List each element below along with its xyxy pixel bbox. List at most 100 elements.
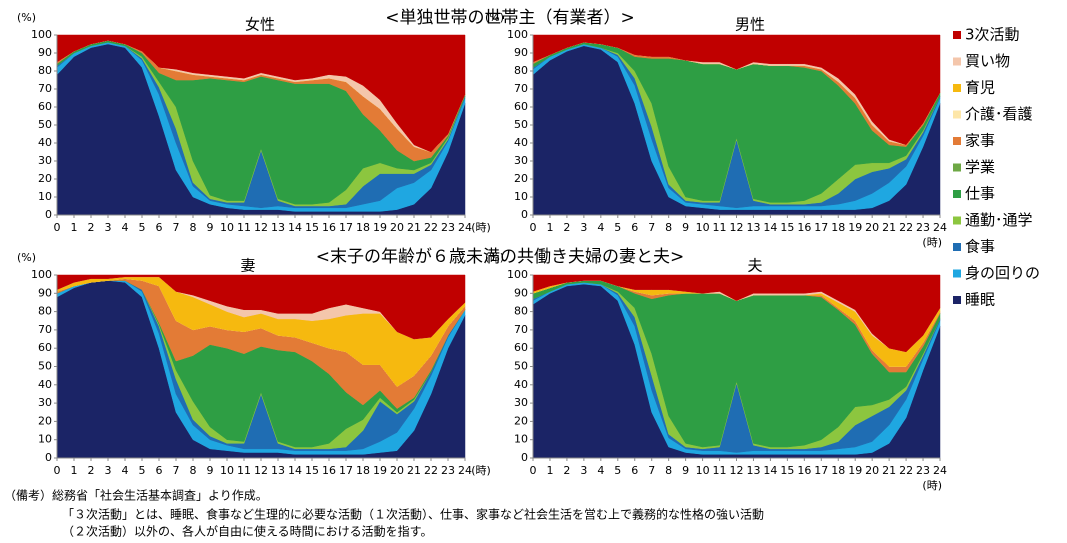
y-tick-label: 70 — [514, 82, 528, 95]
x-tick-label: 11 — [713, 464, 727, 477]
x-tick-label: 5 — [614, 221, 621, 234]
y-tick-label: 0 — [521, 208, 528, 221]
x-tick-label: 21 — [882, 464, 896, 477]
note: （２次活動）以外の、各人が自由に使える時間における活動を指す。 — [62, 524, 432, 539]
y-axis-label: (%) — [485, 11, 504, 24]
x-tick-label: 20 — [865, 221, 879, 234]
x-tick-label: 10 — [220, 464, 234, 477]
x-tick-label: 19 — [373, 221, 387, 234]
x-tick-label: 8 — [190, 464, 197, 477]
x-tick-label: 21 — [407, 464, 421, 477]
x-tick-label: 9 — [207, 464, 214, 477]
x-tick-label: 10 — [696, 464, 710, 477]
legend-label: 身の回りの — [965, 264, 1040, 282]
x-tick-label: 23 — [441, 221, 455, 234]
x-tick-label: 6 — [156, 464, 163, 477]
x-tick-label: 4 — [122, 221, 129, 234]
x-tick-label: 3 — [105, 221, 112, 234]
x-tick-label: 3 — [105, 464, 112, 477]
x-tick-label: 15 — [305, 464, 319, 477]
x-tick-label: 11 — [237, 221, 251, 234]
legend-label: 3次活動 — [965, 26, 1020, 44]
y-tick-label: 90 — [514, 46, 528, 59]
x-tick-label: 19 — [373, 464, 387, 477]
y-tick-label: 40 — [38, 378, 52, 391]
x-tick-label: 24 — [458, 464, 472, 477]
y-tick-label: 10 — [514, 433, 528, 446]
x-tick-label: 5 — [139, 221, 146, 234]
legend-label: 食事 — [965, 238, 995, 256]
y-axis-label: (%) — [485, 251, 504, 264]
y-tick-label: 20 — [514, 414, 528, 427]
x-tick-label: 10 — [220, 221, 234, 234]
legend-label: 学業 — [965, 158, 995, 176]
y-axis-label: (%) — [17, 11, 36, 24]
area — [56, 274, 466, 340]
y-tick-label: 30 — [38, 154, 52, 167]
x-tick-label: 24 — [933, 221, 947, 234]
x-tick-label: 19 — [848, 221, 862, 234]
y-tick-label: 20 — [514, 172, 528, 185]
legend-swatch — [953, 296, 961, 304]
x-tick-label: 18 — [831, 221, 845, 234]
x-tick-label: 8 — [665, 464, 672, 477]
x-tick-label: 22 — [424, 221, 438, 234]
y-axis-label: (%) — [17, 251, 36, 264]
y-tick-label: 10 — [38, 433, 52, 446]
legend-swatch — [953, 269, 961, 278]
x-tick-label: 20 — [390, 221, 404, 234]
y-tick-label: 20 — [38, 414, 52, 427]
legend-swatch — [953, 31, 961, 39]
x-tick-label: 5 — [614, 464, 621, 477]
y-tick-label: 30 — [514, 154, 528, 167]
x-axis-label: (時) — [922, 479, 942, 492]
x-tick-label: 6 — [631, 221, 638, 234]
chart-title: 妻 — [240, 257, 255, 275]
legend-swatch — [953, 137, 961, 145]
y-tick-label: 100 — [31, 268, 52, 281]
x-tick-label: 0 — [530, 464, 537, 477]
x-tick-label: 14 — [763, 464, 777, 477]
y-tick-label: 100 — [31, 28, 52, 41]
x-tick-label: 18 — [356, 221, 370, 234]
x-tick-label: 0 — [530, 221, 537, 234]
legend-swatch — [953, 243, 961, 251]
x-tick-label: 15 — [305, 221, 319, 234]
x-tick-label: 15 — [780, 464, 794, 477]
y-tick-label: 50 — [514, 118, 528, 131]
x-tick-label: 3 — [580, 464, 587, 477]
x-tick-label: 23 — [916, 464, 930, 477]
y-tick-label: 60 — [514, 341, 528, 354]
y-tick-label: 60 — [38, 100, 52, 113]
x-tick-label: 0 — [54, 464, 61, 477]
x-tick-label: 12 — [254, 464, 268, 477]
y-tick-label: 0 — [521, 451, 528, 464]
x-tick-label: 3 — [580, 221, 587, 234]
x-tick-label: 11 — [713, 221, 727, 234]
y-tick-label: 100 — [507, 268, 528, 281]
x-tick-label: 11 — [237, 464, 251, 477]
y-tick-label: 70 — [38, 82, 52, 95]
x-tick-label: 18 — [356, 464, 370, 477]
x-tick-label: 14 — [763, 221, 777, 234]
x-tick-label: 6 — [156, 221, 163, 234]
legend-swatch — [953, 216, 961, 225]
section-title: <単独世帯の世帯主（有業者）> — [385, 8, 635, 28]
x-tick-label: 2 — [563, 464, 570, 477]
legend-label: 通勤･通学 — [965, 211, 1033, 229]
x-tick-label: 18 — [831, 464, 845, 477]
x-tick-label: 9 — [682, 221, 689, 234]
x-tick-label: 17 — [814, 221, 828, 234]
legend-label: 家事 — [965, 132, 995, 150]
y-tick-label: 30 — [514, 396, 528, 409]
x-tick-label: 17 — [339, 221, 353, 234]
y-tick-label: 50 — [514, 360, 528, 373]
x-tick-label: 24 — [933, 464, 947, 477]
x-tick-label: 14 — [288, 221, 302, 234]
legend-swatch — [953, 57, 961, 66]
legend-swatch — [953, 163, 961, 172]
x-tick-label: 5 — [139, 464, 146, 477]
x-tick-label: 13 — [271, 221, 285, 234]
x-tick-label: 12 — [730, 221, 744, 234]
chart-title: 夫 — [747, 257, 762, 275]
